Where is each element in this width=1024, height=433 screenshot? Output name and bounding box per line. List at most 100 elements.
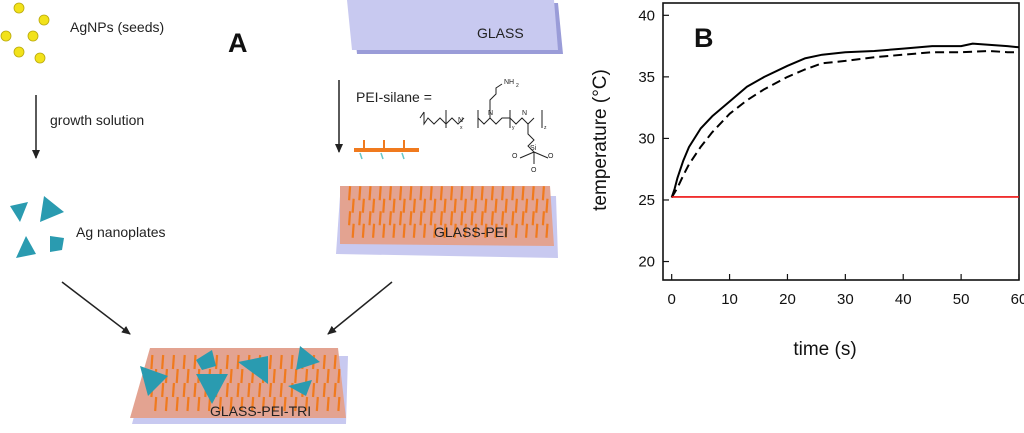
- pei-chain: [351, 198, 355, 213]
- nanoplate: [10, 202, 28, 222]
- chem-o1: O: [512, 153, 518, 160]
- x-tick-label: 10: [721, 291, 738, 308]
- panel-b-letter: B: [694, 23, 714, 53]
- y-axis-title: temperature (°C): [590, 69, 611, 211]
- pei-chain: [378, 186, 382, 201]
- pei-silane-label: PEI-silane =: [356, 89, 432, 105]
- glass-pei-label: GLASS-PEI: [434, 224, 508, 240]
- pei-chain: [171, 354, 176, 370]
- pei-chain: [294, 396, 298, 412]
- pei-chain: [337, 368, 341, 384]
- pei-chain: [450, 186, 454, 201]
- pei-chain: [150, 354, 154, 370]
- pei-chain: [524, 198, 529, 213]
- pei-chain: [422, 223, 427, 238]
- pei-chain: [229, 368, 233, 384]
- pei-chain: [470, 186, 474, 201]
- pei-chain: [388, 186, 392, 201]
- pei-chain: [333, 354, 337, 370]
- pei-chain: [409, 186, 413, 201]
- seed-particle: [13, 46, 25, 58]
- pei-chain: [412, 198, 416, 213]
- pei-chain: [521, 211, 525, 226]
- pei-chain: [247, 382, 251, 398]
- nanoplate: [288, 380, 312, 396]
- pei-chain: [531, 211, 535, 226]
- growth-solution-label: growth solution: [50, 112, 144, 128]
- pei-chain: [358, 211, 362, 226]
- pei-chain: [272, 368, 276, 384]
- chem-o3: O: [531, 167, 537, 174]
- pei-chain: [484, 198, 488, 213]
- pei-chain: [154, 396, 158, 412]
- pei-chain: [463, 223, 467, 238]
- pei-chain: [236, 382, 240, 398]
- pei-chain: [251, 396, 255, 412]
- pei-chain: [535, 223, 539, 238]
- pei-chain: [450, 211, 454, 226]
- pei-chain: [240, 396, 244, 412]
- nanoplate: [196, 374, 228, 404]
- pei-chain: [193, 382, 197, 398]
- pei-chain: [470, 211, 474, 226]
- plot-frame: [662, 2, 1020, 281]
- pei-chain: [322, 382, 326, 398]
- pei-chain: [229, 396, 233, 412]
- glass-pei-tri-label: GLASS-PEI-TRI: [210, 403, 311, 419]
- series-dashed-line: [670, 50, 1019, 199]
- pei-chain: [439, 211, 443, 226]
- pei-chain: [429, 211, 433, 226]
- pei-chain: [504, 198, 508, 213]
- y-tick-label: 30: [638, 130, 655, 147]
- chem-amine: NH: [504, 79, 514, 86]
- pei-chain: [419, 211, 423, 226]
- panel-a-letter: A: [228, 28, 248, 58]
- pei-chains: [348, 186, 549, 238]
- seed-particle: [27, 30, 39, 42]
- nanoplate: [238, 356, 268, 384]
- pei-chain: [453, 223, 457, 238]
- glass-label: GLASS: [477, 25, 524, 41]
- pei-chain: [494, 198, 498, 213]
- pei-chain: [225, 354, 229, 370]
- pei-chain: [541, 186, 545, 201]
- pei-chain: [304, 396, 309, 412]
- y-axis: 20 25 30 35 40: [638, 7, 669, 271]
- pei-chain: [514, 223, 518, 238]
- pei-chain: [402, 223, 406, 238]
- pei-chain: [521, 186, 525, 201]
- pei-chain: [531, 186, 535, 201]
- pei-chain: [433, 198, 437, 213]
- pei-chain: [511, 211, 515, 226]
- x-tick-label: 0: [668, 291, 676, 308]
- pei-chain: [218, 396, 222, 412]
- x-tick-label: 30: [837, 291, 854, 308]
- pei-chain: [258, 382, 262, 398]
- pei-chain: [453, 198, 457, 213]
- pei-chain: [480, 186, 484, 201]
- pei-chain: [412, 223, 416, 238]
- pei-chain: [541, 211, 545, 226]
- pei-chain: [283, 396, 287, 412]
- seed-particle: [38, 14, 50, 26]
- x-axis: 0 10 20 30 40 50 60: [668, 274, 1024, 308]
- glass-pei-slide: [336, 186, 558, 258]
- x-tick-label: 60: [1011, 291, 1024, 308]
- series-solid-line: [670, 42, 1020, 198]
- pei-chain: [193, 354, 197, 370]
- pei-chain: [504, 223, 508, 238]
- pei-chain: [535, 198, 539, 213]
- pei-chain: [514, 198, 518, 213]
- nanoplate: [140, 366, 168, 396]
- seeds-label: AgNPs (seeds): [70, 19, 164, 35]
- x-tick-label: 50: [953, 291, 970, 308]
- data-series: [670, 42, 1020, 199]
- pei-chain: [378, 211, 382, 226]
- pei-chain: [225, 382, 229, 398]
- pei-chain: [197, 396, 201, 412]
- chem-n3: N: [522, 110, 527, 117]
- pei-chain: [388, 211, 392, 226]
- x-tick-label: 40: [895, 291, 912, 308]
- pei-chain: [501, 211, 505, 226]
